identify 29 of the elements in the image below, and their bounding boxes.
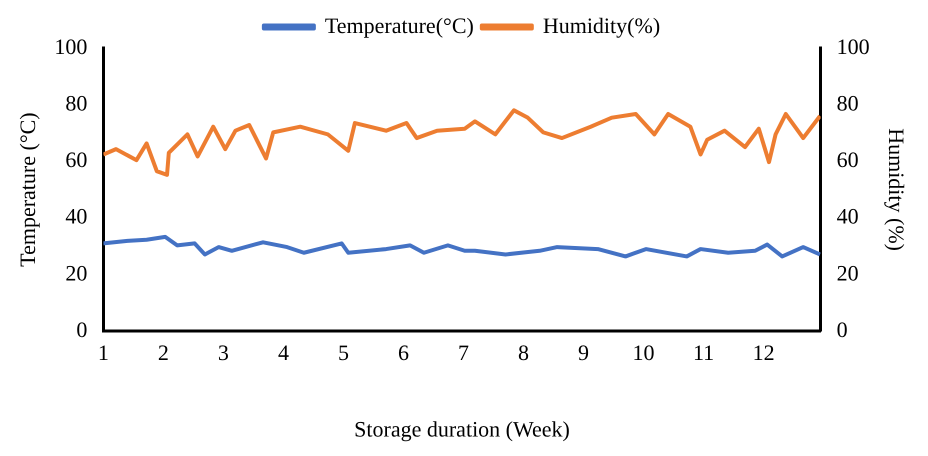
y2-tick-label: 20 bbox=[836, 260, 859, 286]
y-tick-label: 0 bbox=[76, 316, 88, 342]
x-axis-title: Storage duration (Week) bbox=[354, 416, 570, 442]
y2-tick-label: 0 bbox=[836, 316, 848, 342]
y-tick-label: 60 bbox=[65, 147, 88, 172]
y2-tick-label: 60 bbox=[836, 147, 859, 172]
y2-tick-label: 40 bbox=[836, 204, 859, 229]
x-tick-label: 11 bbox=[692, 340, 714, 366]
y2-axis-title: Humidity (%) bbox=[884, 128, 910, 252]
y-axis-title: Temperature (°C) bbox=[14, 112, 40, 267]
x-tick-label: 5 bbox=[338, 340, 349, 366]
x-tick-label: 1 bbox=[98, 340, 109, 366]
y2-tick-label: 100 bbox=[836, 34, 870, 59]
y-tick-label: 20 bbox=[65, 260, 88, 286]
x-tick-label: 4 bbox=[278, 340, 289, 366]
x-tick-label: 3 bbox=[218, 340, 229, 366]
x-tick-label: 12 bbox=[752, 340, 775, 366]
x-tick-label: 7 bbox=[458, 340, 469, 366]
y-tick-label: 80 bbox=[65, 90, 88, 116]
x-tick-label: 2 bbox=[158, 340, 169, 366]
x-tick-label: 10 bbox=[632, 340, 655, 366]
y-tick-label: 100 bbox=[54, 34, 88, 59]
x-tick-label: 8 bbox=[518, 340, 530, 366]
x-tick-label: 9 bbox=[578, 340, 590, 366]
legend-label: Temperature(°C) bbox=[324, 12, 474, 38]
y2-tick-label: 80 bbox=[836, 90, 859, 116]
y-tick-label: 40 bbox=[65, 204, 88, 229]
legend-label: Humidity(%) bbox=[542, 12, 660, 38]
x-tick-label: 6 bbox=[398, 340, 409, 366]
